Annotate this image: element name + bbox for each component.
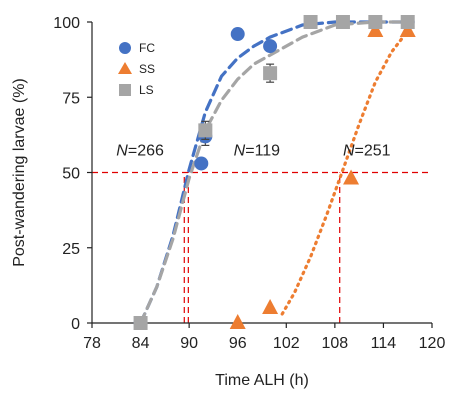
- point-fc-1: [194, 156, 209, 171]
- annotation-label: N: [116, 142, 128, 159]
- point-ss-2: [343, 169, 360, 185]
- legend-marker: [119, 84, 131, 96]
- curve-ls: [139, 20, 410, 325]
- annotation-n-2: N=251: [343, 142, 391, 159]
- x-tick-label: 114: [371, 335, 397, 352]
- annotation-value: =119: [245, 142, 280, 159]
- legend-label: FC: [139, 41, 155, 55]
- point-ss-0: [229, 314, 246, 329]
- y-tick-label: 100: [53, 15, 80, 32]
- legend-label: LS: [139, 83, 154, 97]
- point-ss-4: [399, 22, 416, 38]
- legend-marker: [118, 62, 132, 74]
- reference-lines: [92, 171, 432, 323]
- annotation-n-1: N=119: [234, 142, 281, 159]
- y-tick-label: 0: [71, 316, 80, 333]
- legend-item-fc: FC: [119, 41, 155, 55]
- x-tick-label: 78: [83, 335, 101, 352]
- x-tick-label: 120: [419, 335, 446, 352]
- curve-fc: [139, 20, 410, 325]
- axes: 78 84 90 96 102 108 114 120 0 25 50 75 100 Time ALH (…: [11, 15, 445, 389]
- legend-item-ss: SS: [118, 62, 155, 76]
- x-tick-label: 102: [273, 335, 300, 352]
- annotation-value: =266: [128, 142, 164, 159]
- curve-ss: [280, 29, 410, 316]
- point-ls-3: [303, 15, 318, 29]
- point-ls-1: [198, 123, 213, 138]
- annotation-value: =251: [355, 142, 391, 159]
- legend-item-ls: LS: [119, 83, 154, 97]
- x-axis-title: Time ALH (h): [215, 372, 309, 389]
- point-fc-3: [230, 27, 245, 42]
- point-ls-0: [133, 316, 148, 330]
- point-ls-4: [335, 15, 350, 29]
- x-tick-label: 96: [229, 335, 247, 352]
- point-fc-4: [263, 39, 278, 54]
- y-tick-label: 75: [62, 90, 80, 107]
- annotations: N=266 N=119 N=251: [116, 142, 390, 159]
- y-tick-label: 25: [62, 241, 80, 258]
- point-ls-5: [368, 15, 383, 29]
- x-tick-label: 90: [180, 335, 198, 352]
- legend: FC SS LS: [118, 41, 155, 97]
- legend-marker: [119, 42, 131, 54]
- data-points: [133, 15, 416, 330]
- x-tick-label: 108: [322, 335, 349, 352]
- y-tick-label: 50: [62, 166, 80, 183]
- x-tick-label: 84: [132, 335, 150, 352]
- point-ss-1: [262, 298, 279, 314]
- legend-label: SS: [139, 62, 155, 76]
- y-axis-title: Post-wandering larvae (%): [11, 78, 28, 267]
- point-ss-3: [367, 22, 384, 38]
- annotation-n-0: N=266: [116, 142, 164, 159]
- point-ls-2: [263, 66, 278, 81]
- annotation-label: N: [234, 142, 246, 159]
- point-ls-6: [400, 15, 415, 29]
- annotation-label: N: [343, 142, 355, 159]
- fit-curves: [139, 20, 410, 325]
